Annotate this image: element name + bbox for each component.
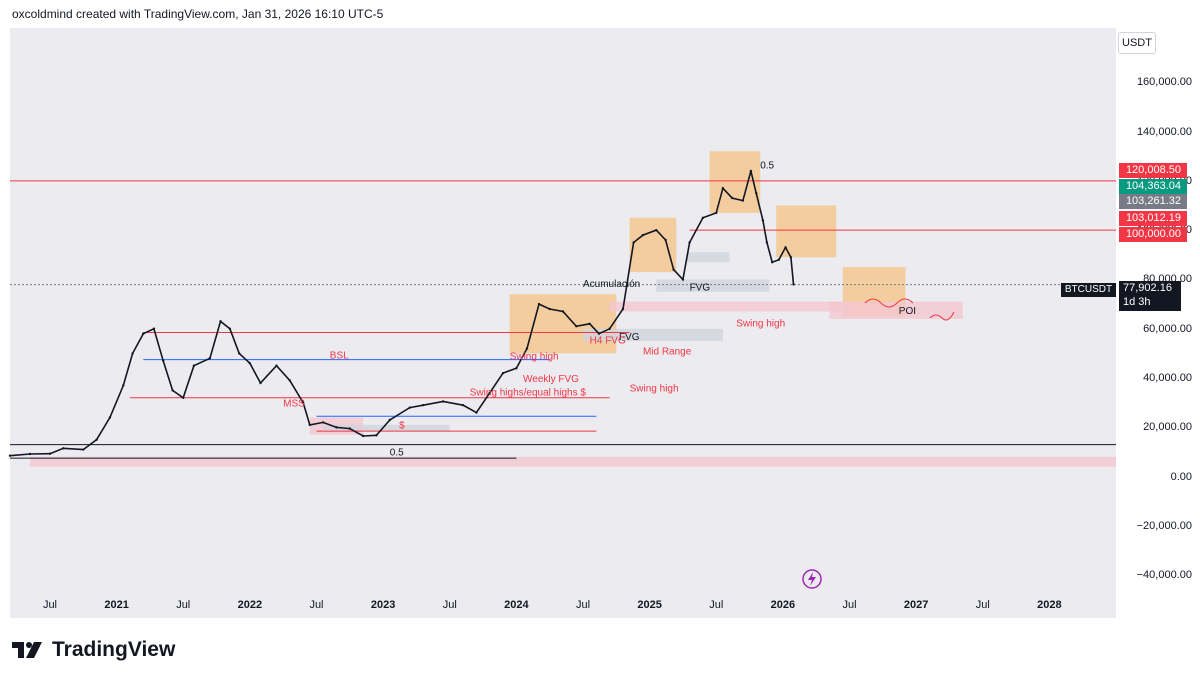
time-tick-label: 2023 [370,599,396,611]
price-tick-label: 20,000.00 [1143,421,1192,434]
price-tick-label: 40,000.00 [1143,372,1192,385]
price-tag: 120,008.50 [1119,163,1187,178]
time-axis[interactable] [10,595,1116,617]
last-price-value: 77,902.16 [1123,282,1172,294]
last-price-tag: 77,902.16 1d 3h [1119,281,1181,311]
price-tick-label: −40,000.00 [1136,569,1192,582]
symbol-tag: BTCUSDT [1061,283,1116,297]
price-tick-label: 60,000.00 [1143,322,1192,335]
time-tick-label: Jul [42,599,57,611]
tradingview-logo-icon [12,642,42,658]
time-tick-label: Jul [842,599,857,611]
price-tag: 103,261.32 [1119,194,1187,209]
time-tick-label: Jul [442,599,457,611]
price-tag: 100,000.00 [1119,227,1187,242]
time-tick-label: Jul [176,599,191,611]
time-tick-label: Jul [575,599,591,611]
time-tick-label: 2022 [237,599,263,611]
currency-label[interactable]: USDT [1118,32,1156,54]
time-tick-label: 2024 [504,599,529,611]
time-tick-label: 2027 [903,599,929,611]
tradingview-logo[interactable]: TradingView [12,638,175,662]
price-axis[interactable] [1116,28,1194,618]
price-tick-label: 140,000.00 [1136,125,1192,138]
price-tick-label: −20,000.00 [1136,519,1192,532]
chart-credit: oxcoldmind created with TradingView.com,… [12,7,384,21]
price-tag: 103,012.19 [1119,211,1187,226]
price-tag: 104,363.04 [1119,179,1187,194]
brand-name: TradingView [52,638,176,661]
time-tick-label: Jul [709,599,724,611]
price-tick-label: 0.00 [1170,470,1192,483]
bar-countdown: 1d 3h [1123,296,1151,308]
time-tick-label: Jul [309,599,324,611]
time-tick-label: 2026 [770,599,796,611]
chart-pane[interactable] [10,28,1116,618]
time-tick-label: 2028 [1037,599,1062,611]
price-tick-label: 160,000.00 [1136,76,1192,89]
time-tick-label: 2021 [104,599,129,611]
time-tick-label: 2025 [637,599,662,611]
time-tick-label: Jul [975,599,990,611]
